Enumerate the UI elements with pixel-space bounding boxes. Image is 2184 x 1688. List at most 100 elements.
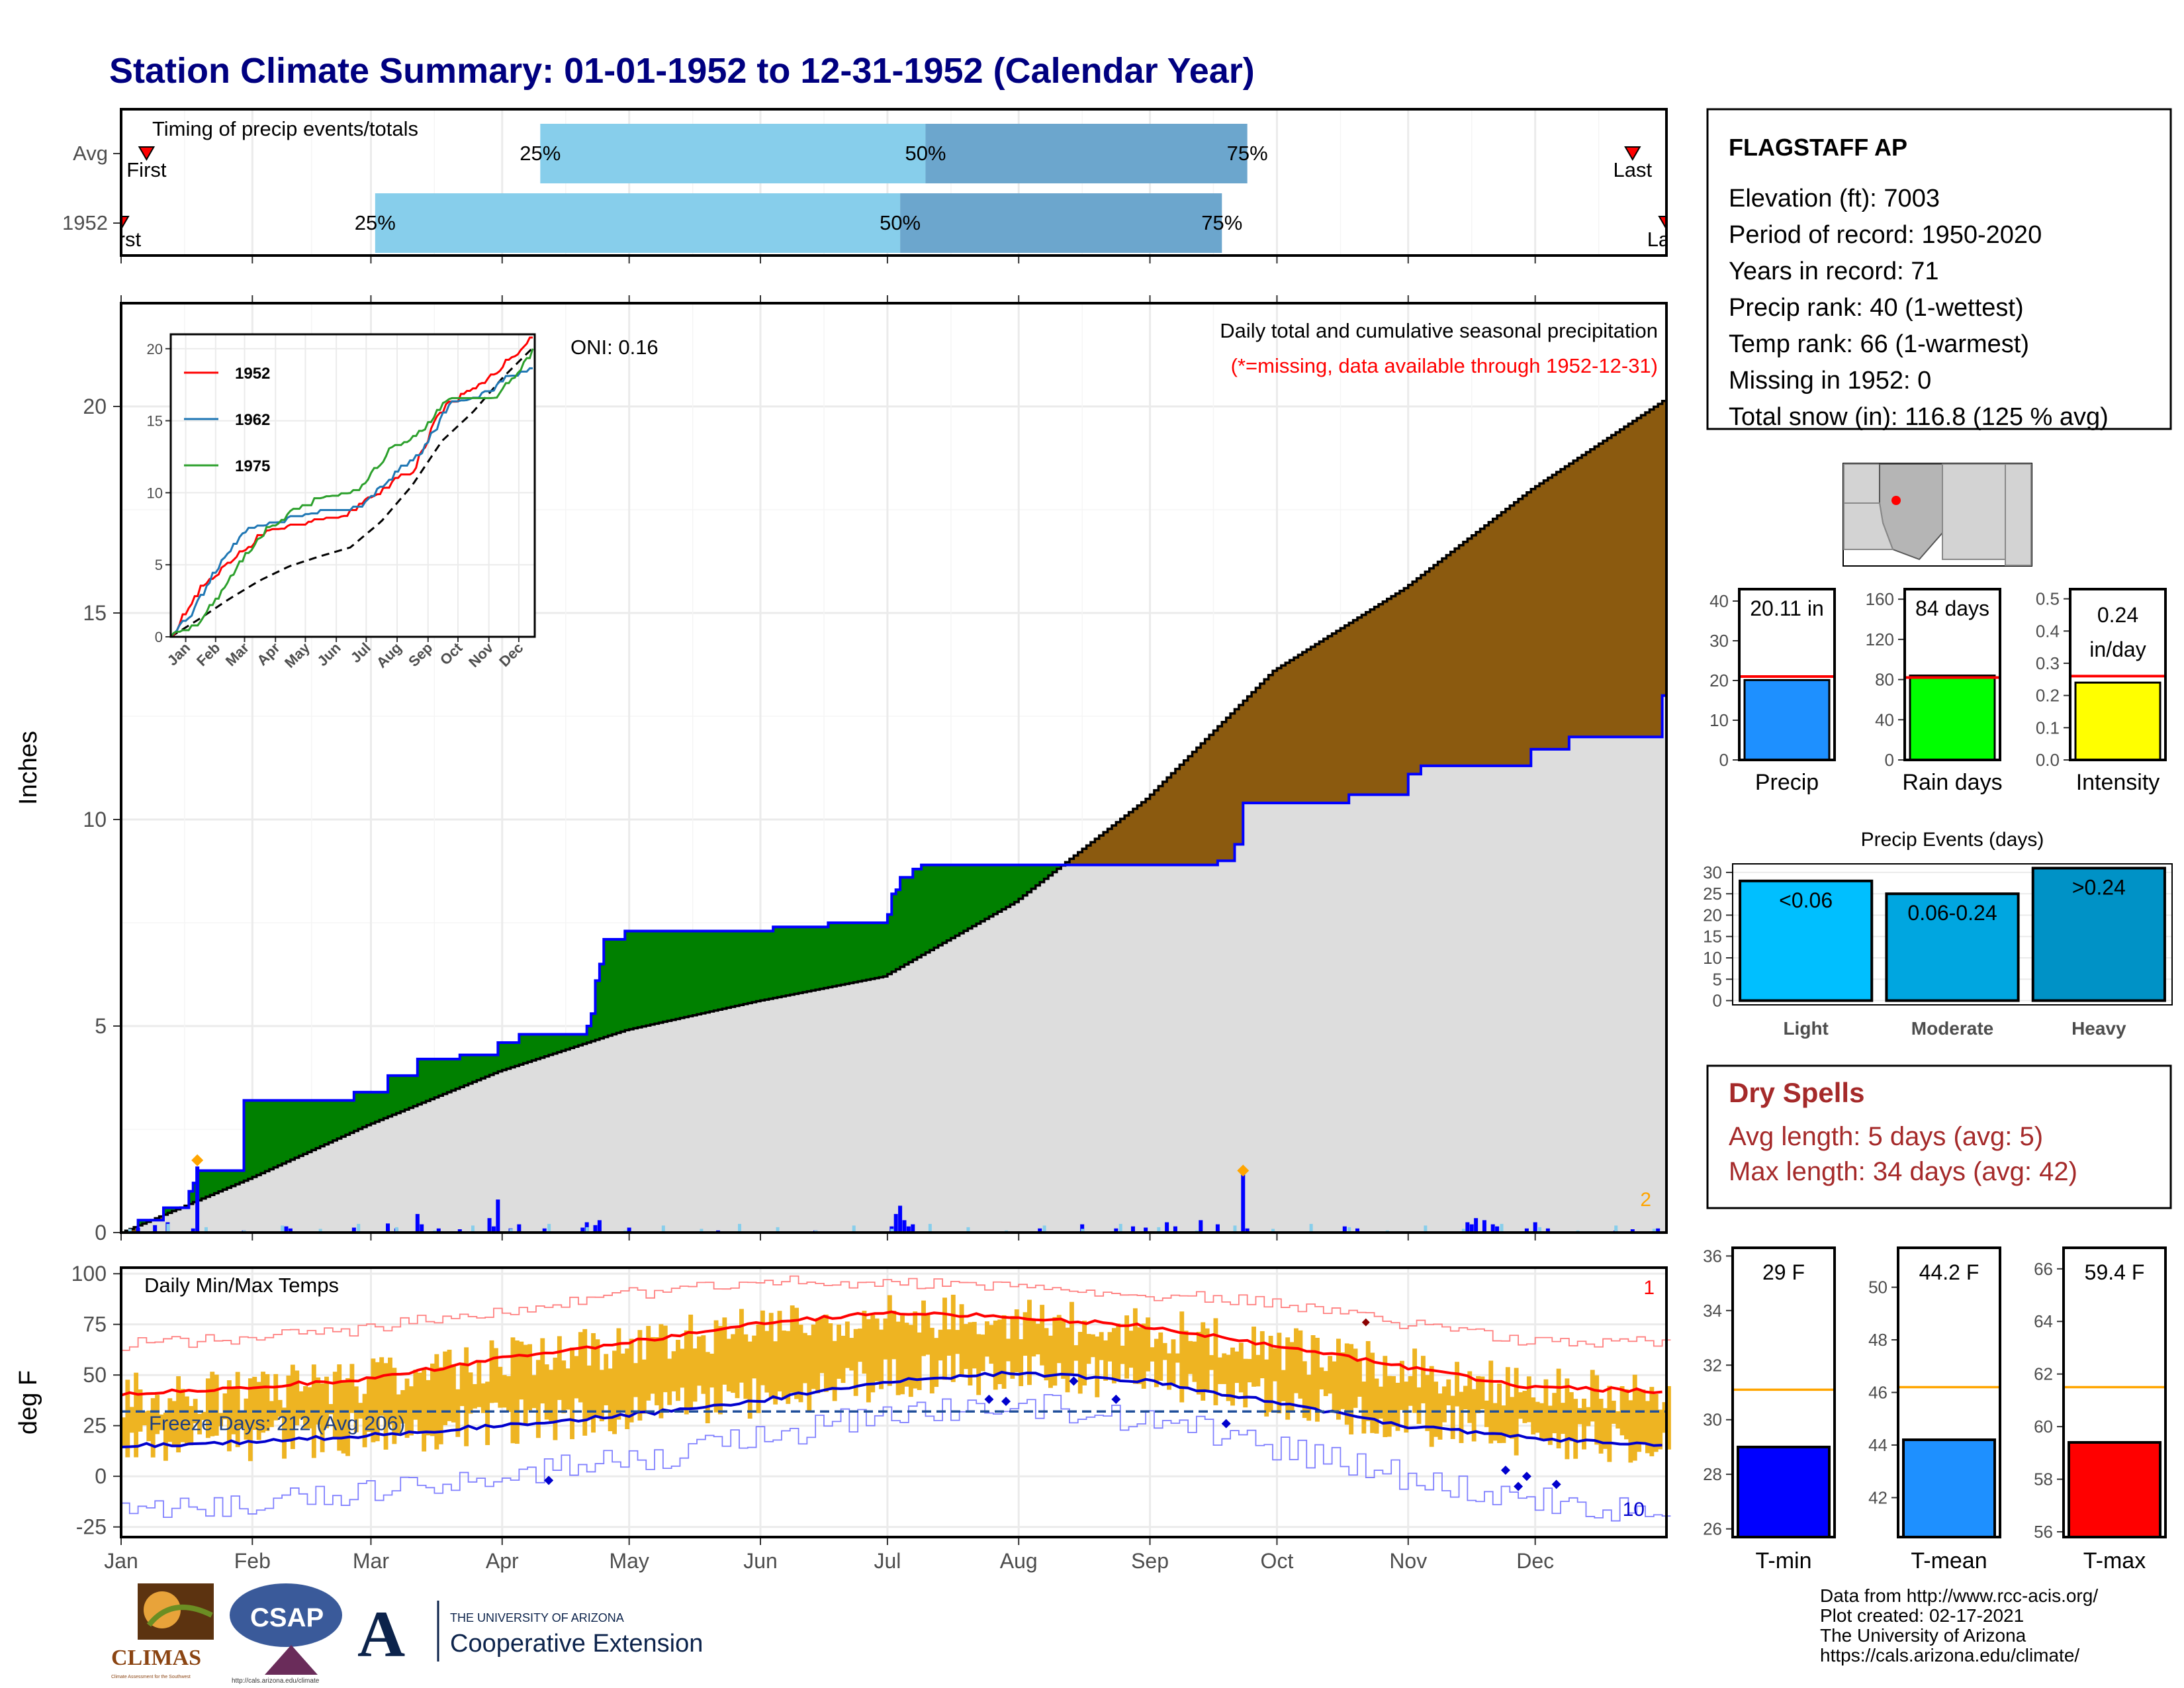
daily-temp-range-bar: [1607, 1385, 1612, 1462]
daily-temp-range-bar: [722, 1317, 727, 1385]
daily-temp-range-bar: [553, 1357, 558, 1440]
precip-category-label: Precip: [1755, 770, 1819, 795]
daily-avg-precip-bar: [281, 1225, 285, 1233]
timing-row-label: Avg: [73, 142, 108, 165]
timing-q75-label: 75%: [1227, 142, 1268, 165]
daily-temp-range-bar: [332, 1372, 338, 1438]
daily-temp-range-bar: [1340, 1352, 1345, 1409]
daily-precip-bar: [1656, 1228, 1661, 1233]
daily-precip-bar: [1114, 1228, 1118, 1233]
first-event-label: First: [126, 158, 167, 181]
daily-temp-range-bar: [1535, 1401, 1540, 1433]
daily-temp-range-bar: [1488, 1360, 1494, 1444]
ua-logo: A THE UNIVERSITY OF ARIZONA Cooperative …: [357, 1597, 703, 1671]
daily-temp-range-bar: [1531, 1397, 1536, 1434]
daily-temp-range-bar: [252, 1376, 257, 1430]
t-min-category-label: T-min: [1756, 1548, 1812, 1573]
record-low-marker: [1221, 1419, 1231, 1429]
daily-temp-range-bar: [248, 1378, 253, 1462]
ua-block-a: A: [357, 1597, 405, 1671]
t-max-frame: [2062, 1246, 2167, 1538]
daily-avg-precip-bar: [1500, 1223, 1504, 1233]
daily-precip-bar: [1173, 1226, 1177, 1233]
daily-temp-range-bar: [1594, 1375, 1600, 1445]
daily-temp-range-bar: [282, 1407, 287, 1459]
daily-temp-range-bar: [1171, 1339, 1176, 1385]
daily-precip-bar: [1490, 1224, 1495, 1233]
events-category-label: Moderate: [1911, 1018, 1993, 1039]
daily-temp-range-bar: [591, 1333, 596, 1433]
daily-temp-range-bar: [540, 1338, 545, 1404]
station-line: Temp rank: 66 (1-warmest): [1729, 330, 2029, 358]
extreme-precip-marker: [1237, 1164, 1250, 1177]
intensity-y-tick-label: 0.1: [2036, 718, 2060, 737]
ua-coop-extension: Cooperative Extension: [450, 1630, 703, 1658]
temp-y-axis-label: deg F: [15, 1370, 42, 1434]
record-high-count: 1: [1643, 1277, 1655, 1299]
daily-temp-range-bar: [163, 1413, 168, 1461]
daily-temp-range-bar: [1268, 1335, 1273, 1413]
daily-temp-range-bar: [866, 1319, 871, 1403]
ua-university-name: THE UNIVERSITY OF ARIZONA: [450, 1611, 624, 1624]
daily-temp-range-bar: [1090, 1334, 1095, 1358]
daily-temp-range-bar: [1132, 1308, 1138, 1384]
daily-temp-range-bar: [430, 1363, 435, 1436]
events-y-tick-label: 20: [1703, 905, 1722, 925]
temp-y-tick-label: 100: [71, 1262, 107, 1286]
timing-q50-label: 50%: [880, 211, 921, 234]
t-mean-frame: [1897, 1246, 2001, 1538]
daily-avg-precip-bar: [547, 1223, 551, 1233]
daily-temp-range-bar: [1412, 1348, 1418, 1413]
daily-temp-range-bar: [701, 1335, 706, 1394]
daily-avg-precip-bar: [852, 1225, 856, 1233]
daily-temp-range-bar: [261, 1372, 265, 1433]
daily-temp-range-bar: [1010, 1316, 1015, 1379]
daily-temp-range-bar: [756, 1324, 761, 1413]
daily-temp-range-bar: [1484, 1400, 1489, 1427]
rain-days-y-tick-label: 40: [1875, 710, 1894, 729]
daily-precip-bar: [1144, 1227, 1148, 1233]
record-high-marker: [1361, 1318, 1370, 1327]
daily-temp-range-bar: [388, 1357, 392, 1425]
daily-temp-range-bar: [1243, 1358, 1248, 1408]
precip-y-tick-label: 5: [95, 1014, 107, 1038]
arizona-locator-map: [1843, 463, 2032, 567]
daily-temp-range-bar: [1598, 1399, 1604, 1454]
daily-temp-range-bar: [726, 1338, 731, 1391]
rain-days-value-label: 84 days: [1915, 596, 1989, 620]
daily-temp-range-bar: [265, 1374, 270, 1431]
events-category-label: Heavy: [2071, 1018, 2126, 1039]
daily-temp-range-bar: [1099, 1332, 1104, 1360]
daily-temp-range-bar: [320, 1383, 325, 1452]
daily-temp-range-bar: [1069, 1301, 1074, 1374]
events-bar-label: >0.24: [2072, 875, 2126, 899]
daily-temp-range-bar: [1107, 1332, 1113, 1362]
daily-temp-range-bar: [891, 1310, 897, 1360]
precip-y-tick-label: 15: [83, 601, 107, 625]
daily-temp-range-bar: [1086, 1334, 1091, 1364]
inset-frame: [169, 333, 536, 638]
daily-temp-range-bar: [1201, 1322, 1206, 1401]
daily-temp-range-bar: [1365, 1340, 1371, 1421]
daily-temp-range-bar: [713, 1320, 719, 1413]
daily-temps-chart: -25 0 25 50 75 100 Jan Feb Mar Apr May Jun Jul Aug Sep…: [15, 1262, 1671, 1573]
daily-precip-bar: [420, 1224, 424, 1233]
t-mean-y-tick-label: 46: [1868, 1383, 1888, 1403]
timing-q50-label: 50%: [905, 142, 946, 165]
daily-avg-precip-bar: [1118, 1223, 1122, 1233]
daily-temp-range-bar: [1603, 1408, 1608, 1449]
daily-precip-bar: [288, 1228, 293, 1233]
avg-max-temp-line: [120, 1310, 1662, 1397]
precip-summary-bars: 0 10 20 30 40 20.11 in Precip 0 40 80 120 160 84 day…: [1709, 588, 2167, 795]
daily-temp-range-bar: [1344, 1343, 1349, 1425]
t-max-y-tick-label: 62: [2034, 1364, 2053, 1384]
daily-temp-range-bar: [1480, 1376, 1485, 1409]
daily-temp-range-bar: [1586, 1407, 1591, 1427]
daily-temp-range-bar: [735, 1328, 740, 1399]
t-min-y-tick-label: 34: [1703, 1301, 1722, 1321]
daily-temp-range-bar: [794, 1307, 799, 1399]
precip-y-tick-label: 20: [1709, 671, 1729, 690]
inset-legend-label: 1952: [235, 365, 270, 383]
daily-temp-range-bar: [1577, 1408, 1582, 1425]
daily-temp-range-bar: [1556, 1368, 1561, 1449]
